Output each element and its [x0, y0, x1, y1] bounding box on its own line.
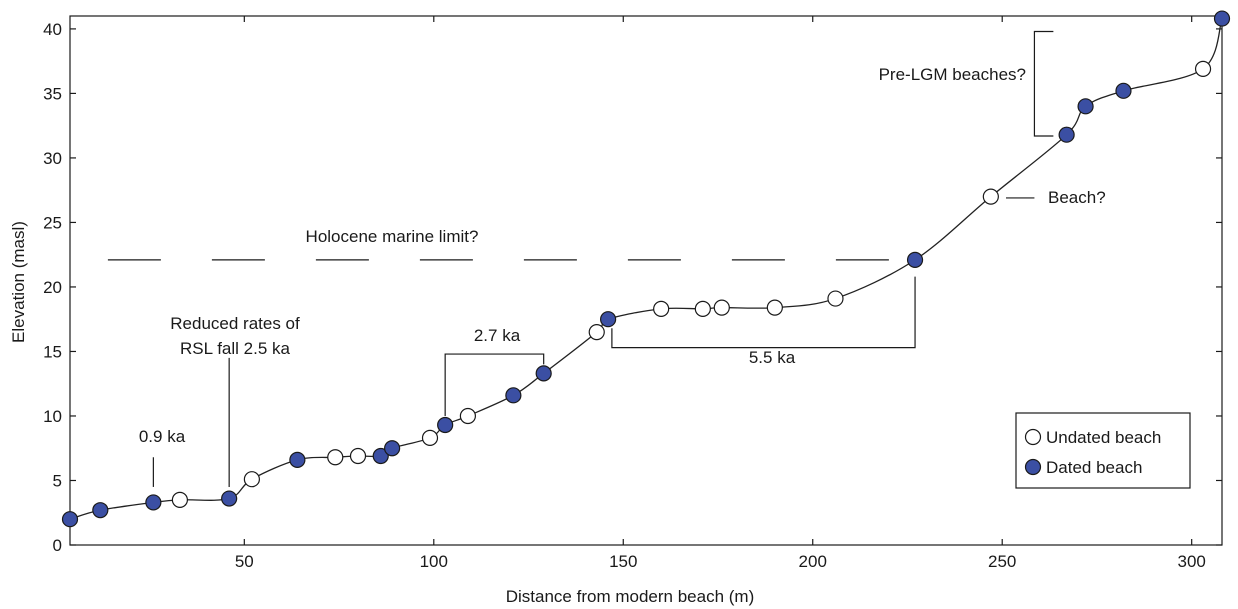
dated-beach-point [1213, 10, 1231, 27]
undated-beach-point [1194, 60, 1212, 78]
legend-dated-marker [1024, 458, 1042, 476]
undated-beach-point [694, 300, 711, 317]
undated-beach-point [766, 299, 783, 316]
legend-box [1015, 412, 1191, 489]
label-pre-lgm: Pre-LGM beaches? [879, 65, 1026, 84]
undated-beach-point [421, 429, 439, 447]
legend-undated-marker [1024, 428, 1042, 446]
dated-beach-point [505, 387, 522, 404]
legend: Undated beach Dated beach [1015, 412, 1191, 489]
marine-limit-label: Holocene marine limit? [306, 227, 479, 246]
dated-beach-point [372, 447, 389, 465]
dated-beach-point [437, 416, 454, 434]
x-tick-label: 250 [988, 552, 1016, 571]
y-tick-label: 15 [43, 342, 62, 361]
undated-beach-point [713, 299, 730, 316]
y-tick-label: 40 [43, 20, 62, 39]
dated-beach-point [61, 511, 79, 528]
bracket-5-5-ka [611, 276, 916, 349]
beach-points [61, 10, 1231, 528]
dated-beach-point [289, 451, 306, 468]
x-tick-label: 100 [420, 552, 448, 571]
x-tick-label: 200 [799, 552, 827, 571]
dated-beach-point [600, 311, 617, 328]
label-reduced-rates-2: RSL fall 2.5 ka [180, 339, 290, 358]
undated-beach-point [459, 407, 476, 425]
dated-beach-point [1077, 98, 1094, 115]
undated-beach-point [349, 447, 367, 465]
dated-beach-point [145, 494, 162, 511]
x-axis-title: Distance from modern beach (m) [506, 587, 754, 606]
undated-beach-point [827, 290, 844, 307]
x-tick-label: 150 [609, 552, 637, 571]
dated-beach-point [384, 440, 401, 457]
undated-beach-point [327, 449, 344, 466]
y-tick-label: 25 [43, 213, 62, 232]
undated-beach-point [171, 491, 188, 508]
x-tick-label: 50 [235, 552, 254, 571]
label-0-9-ka: 0.9 ka [139, 427, 186, 446]
dated-beach-point [535, 365, 552, 382]
undated-beach-point [982, 188, 999, 205]
undated-beach-point [588, 324, 605, 341]
undated-beach-point [243, 471, 260, 488]
axes: 50 100 150 200 250 300 0 5 10 15 20 25 30 35 40 [43, 15, 1223, 571]
label-2-7-ka: 2.7 ka [474, 326, 521, 345]
y-tick-label: 35 [43, 84, 62, 103]
legend-dated-label: Dated beach [1046, 458, 1142, 477]
dated-beach-point [221, 490, 238, 507]
label-beach: Beach? [1048, 188, 1106, 207]
label-5-5-ka: 5.5 ka [749, 348, 796, 367]
dated-beach-point [92, 502, 109, 519]
y-tick-label: 0 [53, 536, 62, 555]
x-tick-label: 300 [1177, 552, 1205, 571]
annotations: Holocene marine limit? 0.9 ka Reduced rate… [107, 30, 1106, 487]
label-reduced-rates-1: Reduced rates of [170, 314, 300, 333]
y-tick-label: 30 [43, 149, 62, 168]
dated-beach-point [1058, 126, 1075, 143]
y-tick-label: 5 [53, 471, 62, 490]
dated-beach-point [1115, 82, 1132, 99]
y-axis-title: Elevation (masl) [9, 221, 28, 343]
y-tick-label: 20 [43, 278, 62, 297]
dated-beach-point [906, 251, 924, 268]
plot-frame [69, 15, 1223, 546]
undated-beach-point [653, 300, 670, 317]
legend-undated-label: Undated beach [1046, 428, 1161, 447]
y-tick-label: 10 [43, 407, 62, 426]
bracket-2-7-ka [444, 353, 545, 416]
bracket-pre-lgm [1033, 30, 1054, 137]
